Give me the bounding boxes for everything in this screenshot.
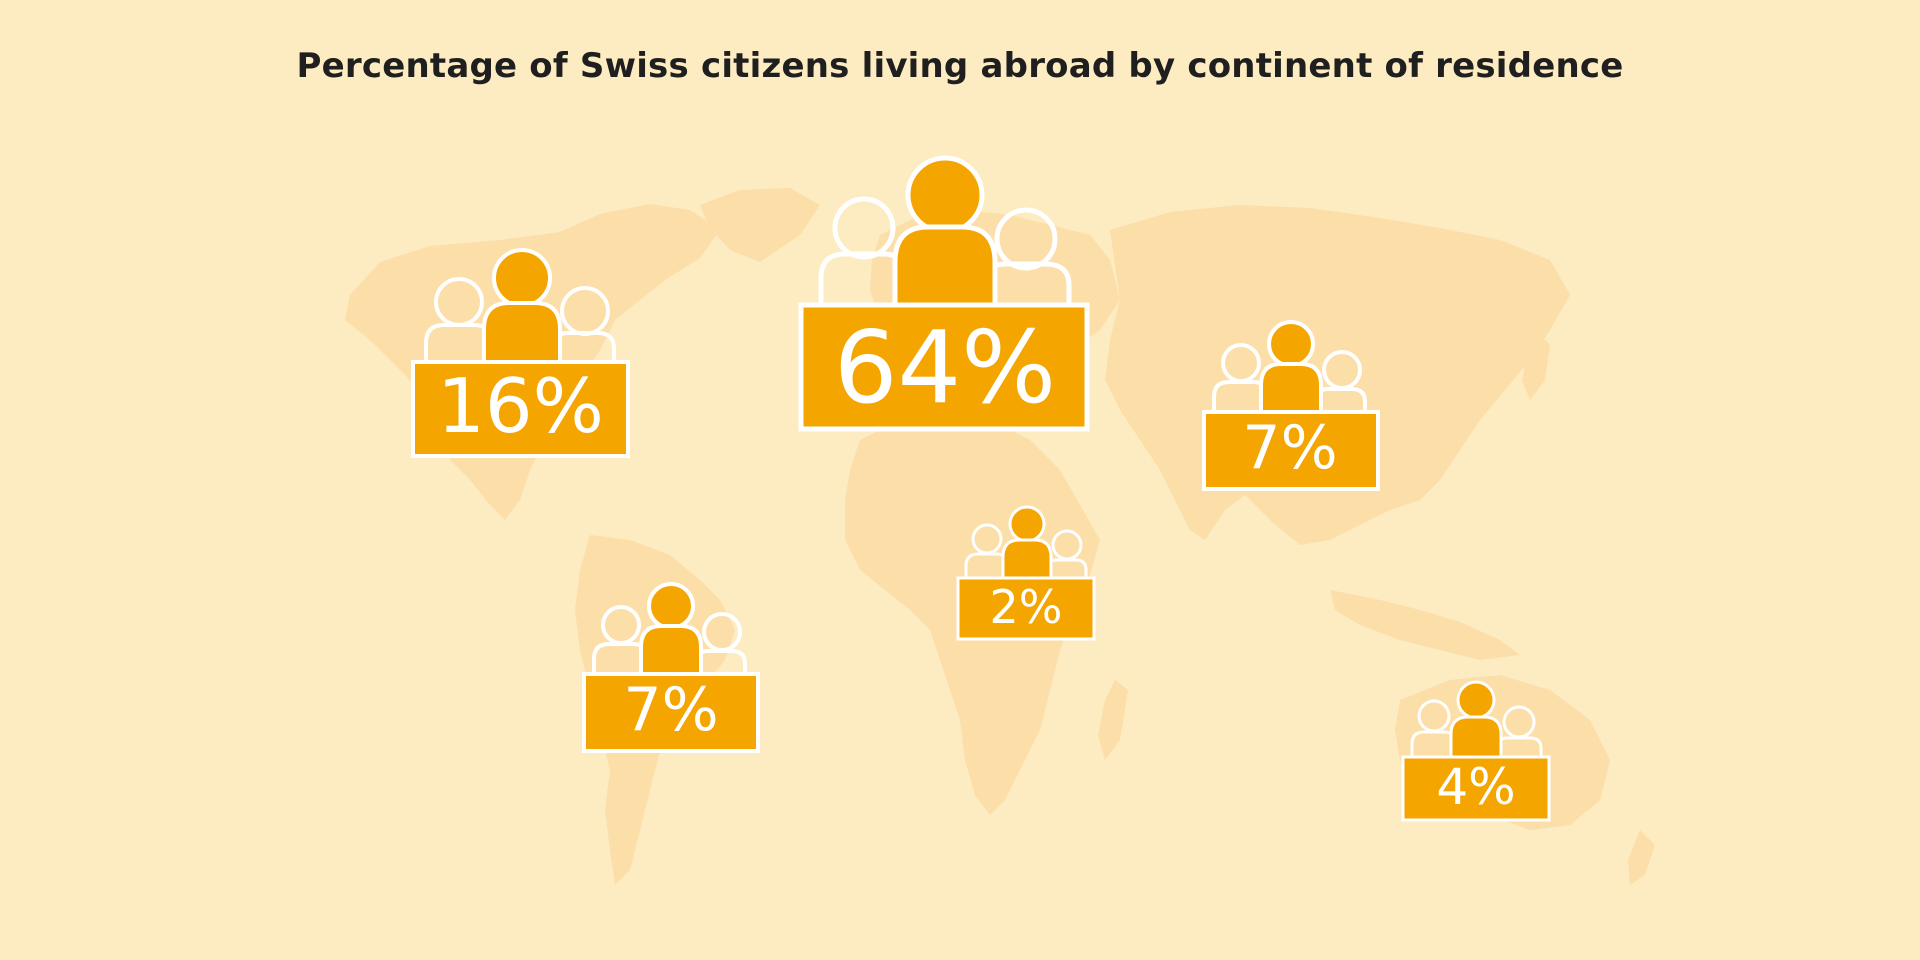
chart-title: Percentage of Swiss citizens living abro…	[296, 46, 1624, 86]
land-new-zealand	[1628, 830, 1655, 885]
land-greenland	[700, 188, 820, 262]
value-label-africa: 2%	[989, 580, 1063, 634]
value-label-south-america: 7%	[623, 675, 719, 745]
region-marker-europe: 64%	[795, 150, 1095, 435]
land-japan	[1522, 330, 1550, 400]
region-marker-south-america: 7%	[580, 580, 762, 755]
region-marker-north-america: 16%	[408, 245, 633, 462]
land-indonesia	[1330, 590, 1520, 660]
value-label-asia: 7%	[1242, 413, 1338, 483]
region-marker-asia: 7%	[1200, 318, 1380, 493]
people-group-icon	[956, 505, 1096, 641]
land-madagascar	[1098, 680, 1128, 760]
region-marker-oceania: 4%	[1400, 678, 1552, 824]
people-group-icon	[1202, 320, 1380, 491]
people-group-icon	[1401, 680, 1551, 822]
region-marker-africa: 2%	[955, 503, 1097, 643]
people-group-icon	[582, 582, 760, 753]
value-label-north-america: 16%	[437, 362, 604, 450]
people-group-icon	[411, 248, 630, 458]
value-label-europe: 64%	[833, 309, 1057, 426]
people-group-icon	[798, 155, 1090, 432]
value-label-oceania: 4%	[1436, 758, 1516, 816]
